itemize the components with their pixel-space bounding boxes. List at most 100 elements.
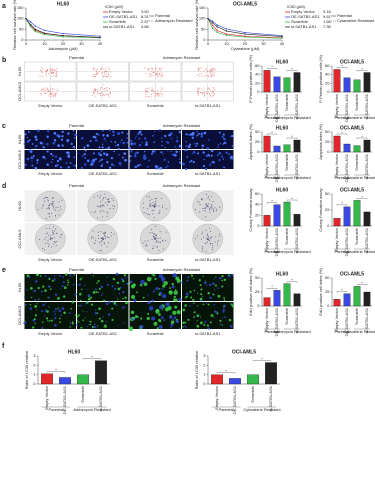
event-dot [43,92,45,94]
event-dot [48,68,50,70]
cell [219,319,222,322]
event-dot [105,90,107,91]
cell [223,306,225,308]
cell [95,132,98,135]
colony [55,215,57,217]
colony [92,230,94,232]
panel-label: f [2,343,5,350]
cell [134,153,137,156]
colony [93,237,95,239]
cell [103,325,106,328]
cell [73,156,76,159]
column-label: Scramble [147,103,165,108]
cell [140,133,143,136]
cell [89,320,91,323]
colony [158,213,160,215]
point [216,24,218,26]
cell [163,281,168,286]
group-label: Cytarabine Resistant [243,407,281,412]
event-dot [211,75,213,76]
cell [201,147,204,150]
colony [102,236,104,238]
cell [54,293,58,296]
chart-title: OCI-AML5 [232,349,256,355]
y-tick-label: 40 [255,202,260,207]
cell [72,164,74,167]
legend-title: IC50 (μM) [105,4,124,9]
cell [59,275,62,278]
significance-bracket [82,358,102,360]
cell [46,129,50,132]
bar [283,144,291,153]
event-dot [213,89,215,91]
bar [59,377,71,385]
cell [95,291,98,294]
cell [116,297,118,299]
event-dot [100,68,101,70]
colony [148,205,150,207]
cell [205,154,209,158]
cell [46,135,49,139]
row-label: OCI-AML5 [17,149,22,169]
legend-label: si-SATB1-AS1 [291,24,317,29]
cell [130,280,133,283]
cell [34,147,37,149]
cell [72,130,75,132]
event-dot [44,69,46,71]
cell [147,294,149,296]
cell [231,273,234,277]
cell [86,301,89,304]
cell [31,164,34,167]
event-dot [92,68,94,70]
cell [77,319,79,321]
colony [204,207,206,209]
cell [133,154,137,158]
cell [196,134,199,137]
cell [164,307,170,312]
cell [174,305,178,309]
cell [193,311,196,314]
colony [205,210,207,212]
colony [152,213,154,215]
cell [54,308,57,311]
cell [156,327,159,330]
cell [161,137,163,139]
event-dot [51,69,53,71]
event-dot [199,88,200,90]
x-tick-label: 10 [42,41,47,46]
colony [47,199,49,201]
cell [122,141,125,145]
cell [134,152,136,154]
cell [170,150,172,153]
event-dot [54,69,56,71]
event-dot [214,75,215,77]
bar [283,77,291,93]
cell [83,147,86,149]
event-dot [160,67,162,69]
colony [208,239,210,241]
event-dot [153,72,155,73]
colony [102,216,104,218]
colony [205,229,207,231]
colony [106,215,108,217]
cell [192,151,196,154]
cell [105,147,107,150]
bar [283,283,291,307]
cell [202,150,205,153]
point [62,35,64,37]
cell [111,307,114,310]
column-header: Adriamycin Resistant [163,267,201,272]
event-dot [101,95,103,96]
event-dot [209,70,211,72]
cell [170,323,174,327]
colony [155,238,157,240]
colony [143,211,145,213]
colony [213,210,215,212]
colony [154,239,156,241]
significance: * [341,130,343,135]
cell [153,321,158,326]
colony [103,243,105,245]
x-tick-label: si-SATB1-AS1 [294,307,299,333]
cell [213,278,216,280]
cell [165,141,168,143]
